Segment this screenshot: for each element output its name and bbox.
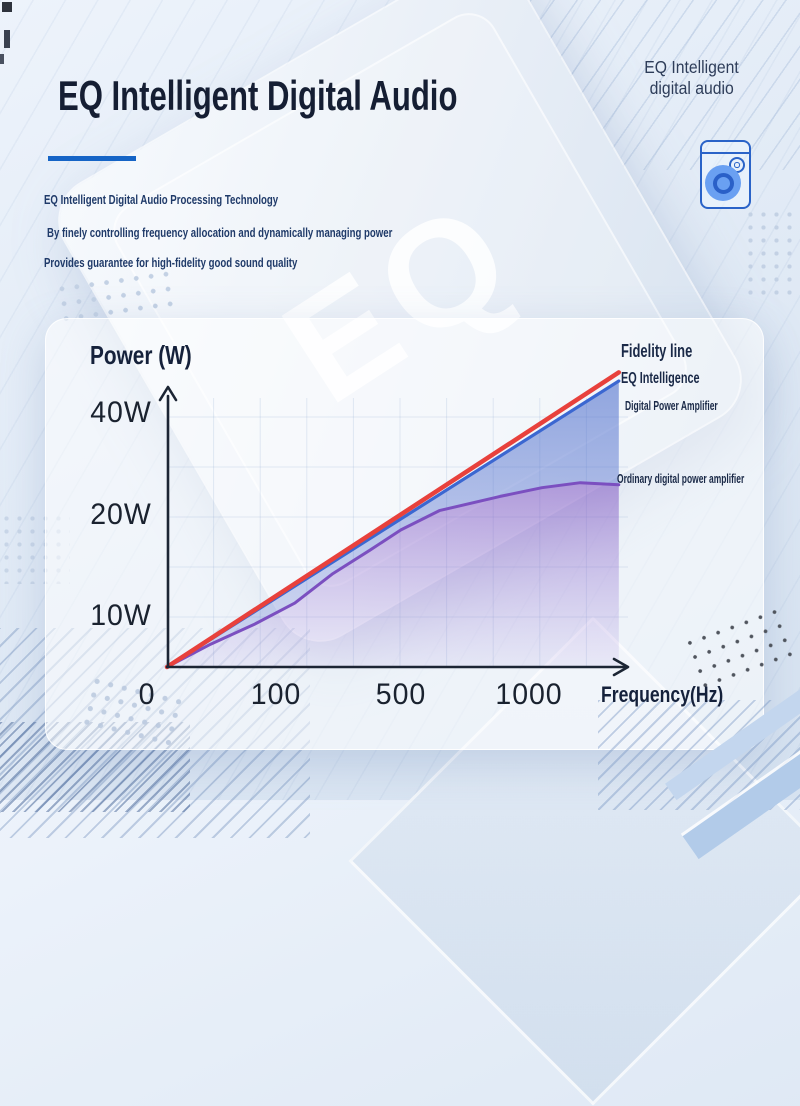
corner-pad-mark	[4, 30, 10, 48]
subtitle-line: Provides guarantee for high-fidelity goo…	[44, 255, 298, 270]
y-axis-title: Power (W)	[90, 340, 192, 370]
x-tick-label: 500	[375, 678, 427, 711]
x-tick-label: 1000	[495, 678, 563, 711]
title-accent-bar	[48, 156, 136, 161]
x-tick-label: 0	[139, 678, 156, 711]
speaker-top-line	[701, 152, 750, 154]
corner-pad-mark	[0, 54, 4, 64]
x-tick-label: 100	[250, 678, 302, 711]
y-tick-label: 10W	[90, 599, 152, 633]
speaker-woofer	[705, 165, 741, 201]
subtitle-line: EQ Intelligent Digital Audio Processing …	[44, 192, 279, 207]
legend-digital-power-amplifier: Digital Power Amplifier	[625, 399, 718, 413]
brand-text: EQ Intelligent digital audio	[644, 57, 740, 98]
legend-eq-intelligence: EQ Intelligence	[621, 370, 700, 387]
x-axis-title: Frequency(Hz)	[601, 682, 724, 707]
speaker-icon	[700, 140, 751, 209]
solder-dots-pattern	[744, 208, 796, 302]
legend-ordinary-amplifier: Ordinary digital power amplifier	[617, 471, 745, 486]
subtitle-line: By finely controlling frequency allocati…	[47, 225, 393, 240]
legend-fidelity-line: Fidelity line	[621, 341, 693, 361]
y-tick-label: 40W	[90, 396, 152, 430]
y-tick-label: 20W	[90, 497, 152, 531]
corner-pad-mark	[2, 2, 12, 12]
page-title: EQ Intelligent Digital Audio	[58, 72, 458, 119]
